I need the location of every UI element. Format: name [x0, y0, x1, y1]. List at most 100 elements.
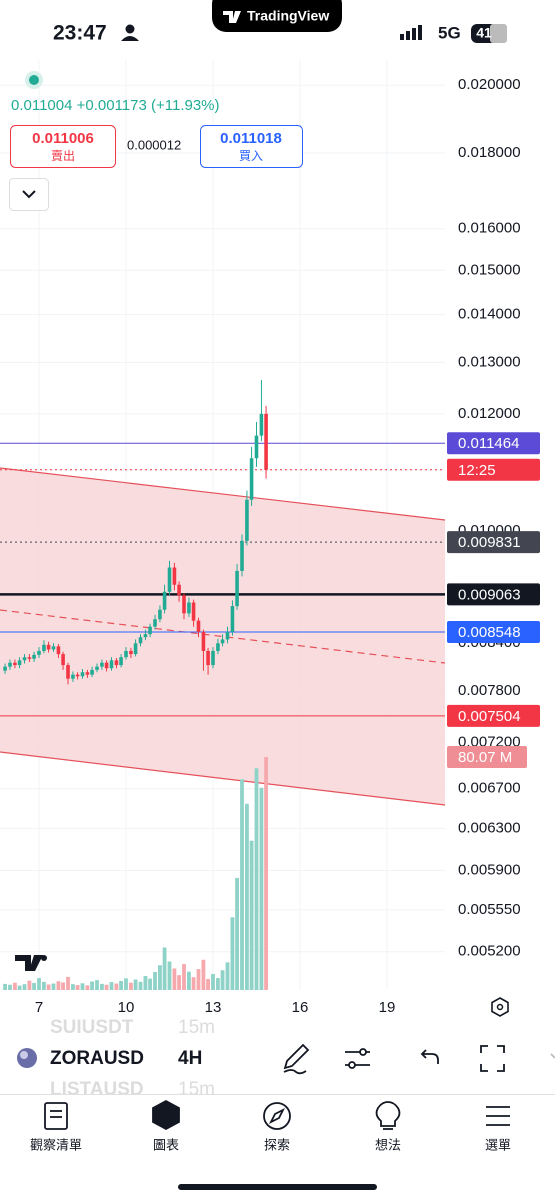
volume-bar [245, 803, 249, 990]
candle-body [61, 654, 65, 666]
volume-bar [13, 982, 17, 990]
ghost-interval: 15m [178, 1079, 215, 1100]
price-label-box [447, 704, 540, 727]
candle-body [245, 499, 249, 541]
tab-label[interactable]: 圖表 [153, 1137, 179, 1152]
settings-icon-center [496, 1003, 504, 1011]
indicators-icon[interactable] [345, 1048, 370, 1069]
tab-icons [44, 1099, 510, 1131]
volume-bar [153, 971, 157, 990]
signal-icon [400, 25, 422, 40]
candle-body [13, 662, 17, 666]
volume-bar [80, 983, 85, 990]
volume-bar [158, 965, 162, 990]
candle-body [42, 644, 46, 651]
candle-body [138, 637, 143, 644]
collapse-button[interactable] [9, 178, 49, 211]
price-label-box [447, 531, 540, 554]
settings-icon[interactable] [491, 997, 509, 1017]
volume-bar [37, 978, 41, 990]
candle-body [27, 657, 32, 659]
candle-body [22, 657, 27, 661]
volume-bar [66, 976, 70, 990]
more-icon[interactable] [550, 1053, 555, 1059]
undo-icon[interactable] [420, 1049, 439, 1064]
price-label: 0.008548 [458, 624, 521, 641]
candle-body [235, 570, 239, 607]
candle-body [216, 643, 220, 651]
candle-body [153, 619, 157, 627]
volume-bar [17, 985, 22, 990]
candle-body [100, 662, 104, 667]
x-tick-label: 19 [379, 999, 396, 1016]
price-axis [445, 60, 555, 995]
candle-body [80, 672, 85, 677]
candle-body [32, 654, 36, 659]
tab-label[interactable]: 探索 [264, 1137, 290, 1152]
axis-labels: 0.020000 0.018000 0.016000 0.015000 0.014000… [35, 76, 540, 1016]
ghost-interval: 15m [178, 1017, 215, 1038]
symbol-icon [17, 1048, 37, 1068]
fullscreen-icon[interactable] [480, 1045, 505, 1072]
price-lines [0, 442, 445, 717]
tab-label[interactable]: 選單 [485, 1137, 511, 1152]
volume-bar [32, 983, 36, 990]
buy-label: 買入 [239, 149, 263, 163]
volume-bar [61, 982, 65, 990]
candle-body [85, 672, 90, 675]
volume-bar [249, 840, 254, 990]
x-tick-label: 10 [118, 999, 135, 1016]
volume-bar [95, 980, 99, 990]
volume-bar [138, 981, 143, 990]
channel-bottom [0, 751, 446, 806]
sell-button[interactable] [10, 125, 116, 168]
y-tick-label: 0.005200 [458, 943, 521, 960]
volume-bar [187, 971, 191, 990]
symbol[interactable]: ZORAUSD [50, 1048, 144, 1069]
volume-bar [182, 964, 186, 990]
clock: 23:47 [53, 22, 107, 45]
interval[interactable]: 4H [178, 1048, 202, 1069]
buy-button[interactable] [200, 125, 303, 168]
price-label-box [447, 458, 540, 481]
candle-body [191, 602, 196, 621]
price-label: 0.011464 [458, 435, 519, 452]
volume-bar [109, 982, 114, 990]
y-tick-label: 0.006700 [458, 780, 521, 797]
candle-body [133, 643, 138, 655]
volume-bar [177, 975, 181, 990]
y-tick-label: 0.015000 [458, 261, 521, 278]
candle-body [129, 650, 133, 655]
price-label-box [447, 621, 540, 644]
candle-body [225, 631, 230, 640]
candle-body [17, 660, 22, 666]
draw-icon[interactable] [283, 1043, 310, 1075]
spread: 0.000012 [127, 137, 181, 152]
candle-body [162, 591, 167, 610]
ghost-symbol: SUIUSDT [50, 1017, 134, 1038]
watermark-dot [41, 955, 47, 961]
candle-body [46, 644, 51, 650]
y-tick-label: 0.018000 [458, 144, 521, 161]
network: 5G [438, 23, 461, 42]
volume-bar [104, 984, 109, 990]
candle-body [206, 650, 210, 666]
volume-bar [162, 947, 167, 990]
sell-price: 0.011006 [32, 130, 94, 147]
candle-body [95, 666, 99, 670]
volume-bar [191, 977, 196, 990]
candle-body [172, 567, 177, 585]
tab-label[interactable]: 想法 [375, 1137, 401, 1152]
price-label-box [447, 583, 540, 606]
candle-body [143, 634, 148, 638]
volume-bar [129, 982, 133, 990]
volume-bar [22, 984, 27, 990]
tab-label[interactable]: 觀察清單 [30, 1137, 82, 1152]
y-tick-label: 0.007800 [458, 682, 521, 699]
y-tick-label: 0.006300 [458, 819, 521, 836]
volume-bar [201, 959, 206, 990]
candle-body [90, 669, 94, 675]
volume-bar [172, 968, 177, 990]
status-dot [29, 75, 39, 85]
